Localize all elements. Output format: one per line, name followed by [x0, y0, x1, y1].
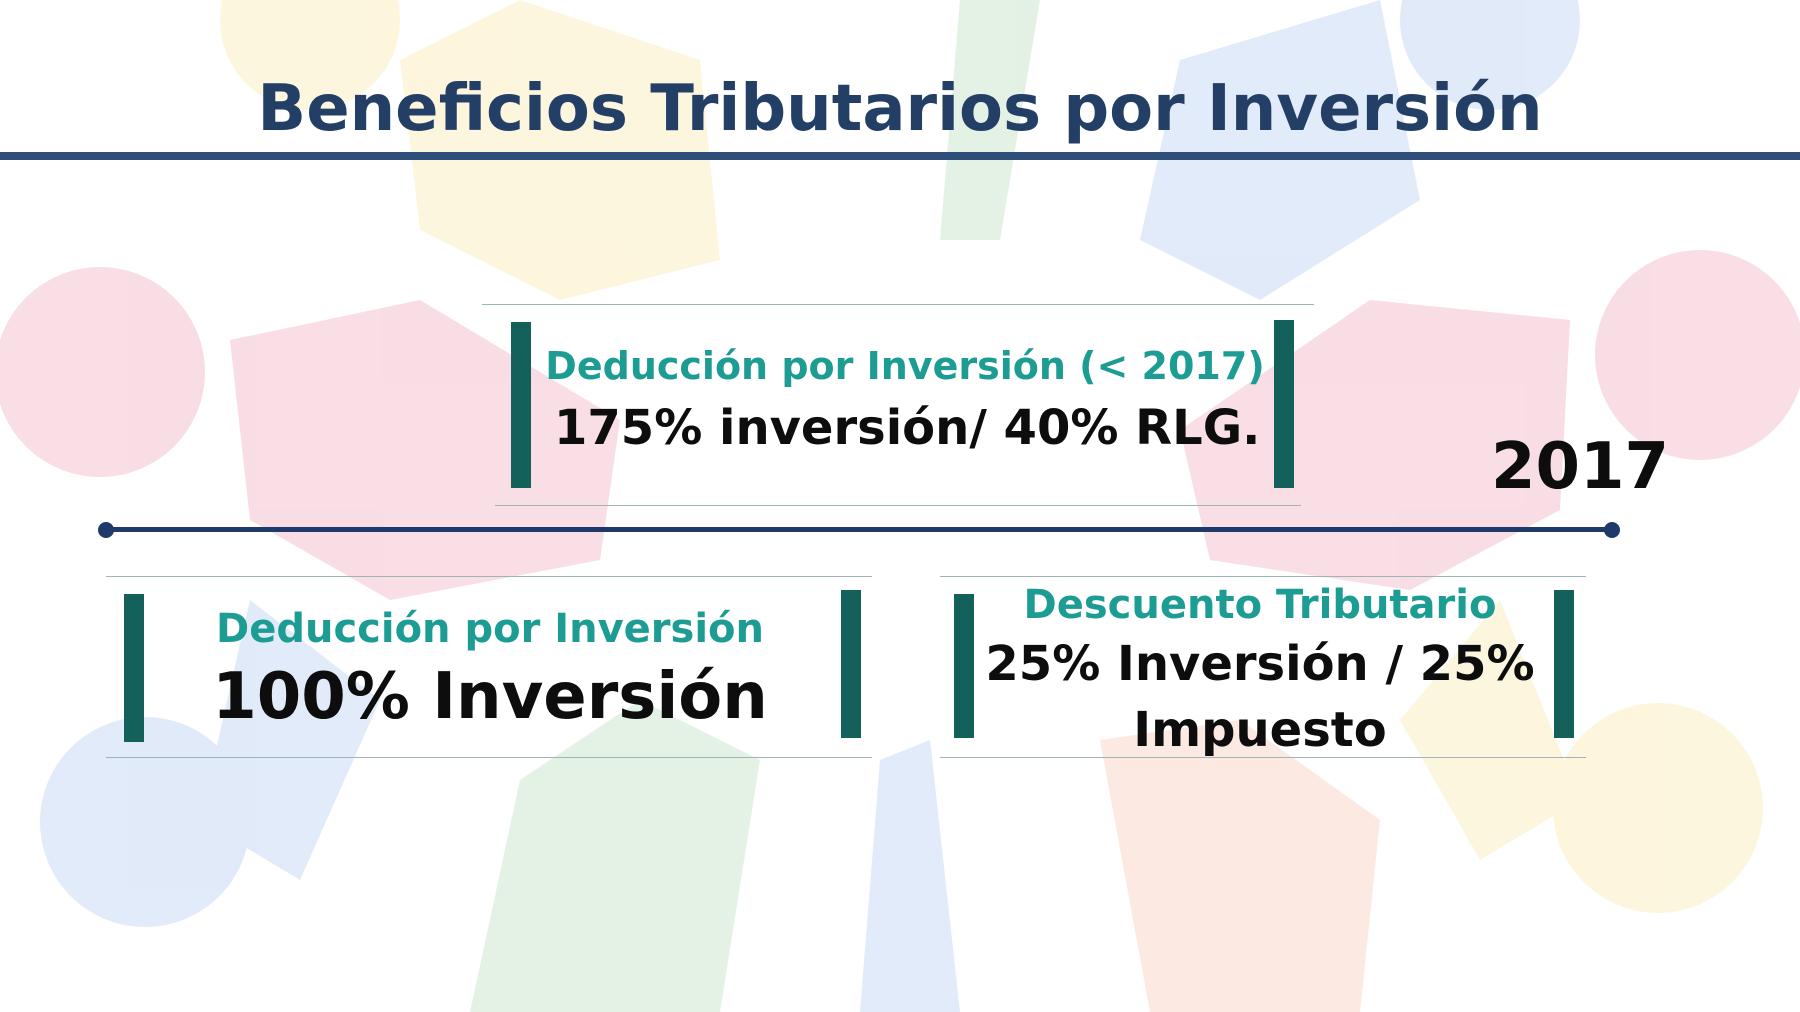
- bottom-left-left-bar: [124, 594, 144, 742]
- bottom-left-value: 100% Inversión: [212, 660, 768, 734]
- bottom-right-right-bar: [1554, 590, 1574, 738]
- timeline-start-dot: [98, 522, 114, 538]
- timeline-line: [106, 527, 1612, 532]
- top-box-left-bar: [511, 322, 531, 488]
- bottom-left-bottom-rule: [106, 757, 872, 758]
- bottom-right-top-rule: [940, 576, 1586, 577]
- top-box-heading: Deducción por Inversión (< 2017): [545, 344, 1265, 388]
- bottom-right-value-line1: 25% Inversión / 25%: [985, 636, 1535, 692]
- bottom-left-right-bar: [841, 590, 861, 738]
- bottom-right-bottom-rule: [940, 757, 1586, 758]
- top-box-top-rule: [482, 304, 1314, 305]
- title-underline: [0, 152, 1800, 160]
- top-box-value: 175% inversión/ 40% RLG.: [554, 400, 1261, 456]
- bottom-left-heading: Deducción por Inversión: [216, 606, 764, 652]
- bottom-right-left-bar: [954, 594, 974, 738]
- timeline-end-dot: [1604, 522, 1620, 538]
- bottom-right-value-line2: Impuesto: [1133, 702, 1387, 758]
- bottom-right-heading: Descuento Tributario: [1023, 582, 1497, 628]
- bottom-left-top-rule: [106, 576, 872, 577]
- top-box-right-bar: [1274, 320, 1294, 488]
- year-marker: 2017: [1490, 430, 1670, 504]
- top-box-bottom-rule: [495, 505, 1301, 506]
- page-title: Beneficios Tributarios por Inversión: [257, 72, 1543, 146]
